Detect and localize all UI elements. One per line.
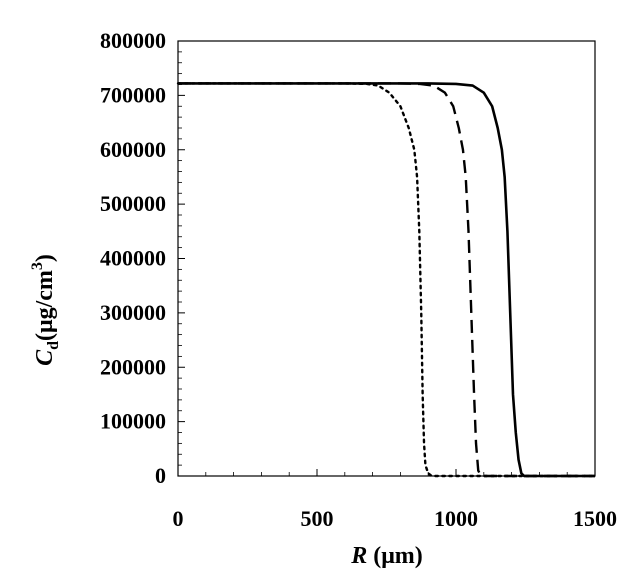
- plot-frame: [177, 40, 596, 477]
- y-tick-label: 400000: [100, 246, 166, 271]
- y-axis-subscript: d: [45, 341, 62, 350]
- y-tick-label: 300000: [100, 300, 166, 325]
- series-layer: [176, 82, 597, 478]
- series-line-dashed: [178, 82, 595, 478]
- y-axis-unit: (μg/cm: [32, 270, 58, 341]
- x-tick-label: 1500: [573, 506, 617, 531]
- series-line-dotted: [176, 82, 597, 478]
- x-axis-title: R (μm): [350, 543, 423, 569]
- y-tick-label: 800000: [100, 28, 166, 53]
- series-line-solid: [178, 82, 595, 478]
- y-axis-close: ): [32, 254, 58, 262]
- y-tick-label: 200000: [100, 354, 166, 379]
- x-tick-label: 1000: [434, 506, 478, 531]
- y-tick-label: 0: [155, 463, 166, 488]
- labels-layer: 0 100000 200000 300000 400000 500000 600000 700…: [100, 28, 617, 531]
- y-axis-title: Cd(μg/cm3): [29, 254, 62, 366]
- y-axis-symbol: C: [32, 349, 58, 366]
- x-axis-symbol: R: [350, 543, 367, 569]
- x-tick-label: 0: [173, 506, 184, 531]
- y-tick-label: 600000: [100, 137, 166, 162]
- x-tick-label: 500: [301, 506, 334, 531]
- plot-border: [177, 40, 596, 477]
- ticks-layer: [177, 40, 596, 477]
- y-tick-label: 100000: [100, 409, 166, 434]
- y-axis-superscript: 3: [29, 262, 46, 270]
- x-axis-unit: (μm): [367, 543, 423, 569]
- y-tick-label: 500000: [100, 191, 166, 216]
- y-tick-label: 700000: [100, 82, 166, 107]
